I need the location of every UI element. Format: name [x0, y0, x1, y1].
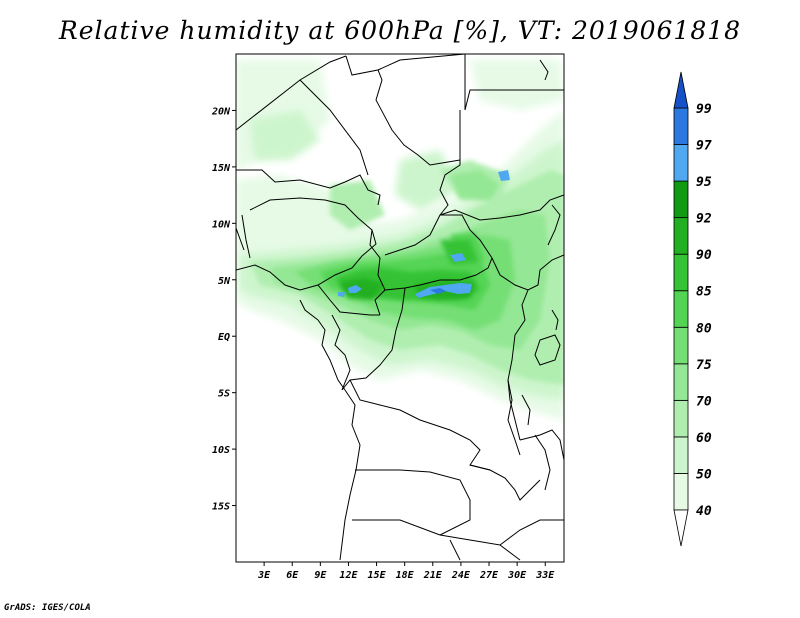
latitude-ticks: 20N 15N 10N 5N EQ 5S 10S 15S [211, 106, 236, 513]
lon-tick-label: 30E [507, 570, 527, 581]
lon-tick-label: 6E [286, 570, 299, 581]
lat-tick-label: 10S [212, 445, 230, 456]
lon-tick-label: 24E [451, 570, 471, 581]
colorbar-segment [673, 253, 689, 292]
humidity-field [236, 54, 564, 562]
lon-tick-label: 21E [423, 570, 443, 581]
lon-tick-label: 15E [368, 570, 387, 581]
colorbar-label: 90 [696, 248, 712, 263]
map-title: Relative humidity at 600hPa [%], VT: 201… [58, 16, 742, 45]
colorbar-label: 95 [696, 175, 712, 190]
lat-tick-label: 5S [218, 389, 230, 400]
lat-tick-label: EQ [218, 332, 230, 343]
lon-tick-label: 18E [396, 570, 415, 581]
colorbar-segment [673, 436, 689, 474]
colorbar-label: 99 [696, 102, 712, 117]
colorbar-label: 92 [696, 212, 712, 227]
credit-label: GrADS: IGES/COLA [4, 603, 91, 613]
map-frame [235, 53, 565, 563]
colorbar-label: 97 [696, 139, 712, 154]
lon-tick-label: 9E [314, 570, 327, 581]
colorbar-label: 60 [696, 431, 712, 446]
lon-tick-label: 33E [535, 570, 555, 581]
colorbar-label: 70 [696, 394, 712, 409]
lon-tick-label: 12E [339, 570, 358, 581]
colorbar-segment [673, 144, 689, 182]
lat-tick-label: 15N [212, 163, 231, 174]
lat-tick-label: 20N [211, 106, 231, 117]
longitude-ticks: 3E 6E 9E 12E 15E 18E 21E 24E 27E 30E 33E [257, 562, 555, 581]
colorbar-label: 85 [696, 285, 712, 300]
colorbar-label: 50 [696, 467, 712, 482]
lon-tick-label: 3E [257, 570, 271, 581]
colorbar-segment [673, 473, 689, 511]
colorbar-high-arrow [673, 71, 689, 109]
lon-tick-label: 27E [479, 570, 499, 581]
colorbar-label: 40 [696, 504, 712, 519]
colorbar-segment [673, 326, 689, 365]
lat-tick-label: 5N [218, 276, 231, 287]
colorbar-segment [673, 399, 689, 438]
lat-tick-label: 15S [212, 502, 230, 513]
colorbar-segment [673, 107, 689, 145]
colorbar-label: 80 [696, 321, 712, 336]
country-borders [236, 54, 564, 561]
colorbar-low-arrow [673, 509, 689, 547]
colorbar-segment [673, 363, 689, 401]
lat-tick-label: 10N [212, 219, 231, 230]
colorbar-segment [673, 180, 689, 219]
colorbar: 40 50 60 70 75 80 85 90 92 95 97 99 [673, 71, 712, 547]
colorbar-label: 75 [696, 358, 712, 373]
colorbar-segment [673, 290, 689, 328]
colorbar-segment [673, 217, 689, 255]
